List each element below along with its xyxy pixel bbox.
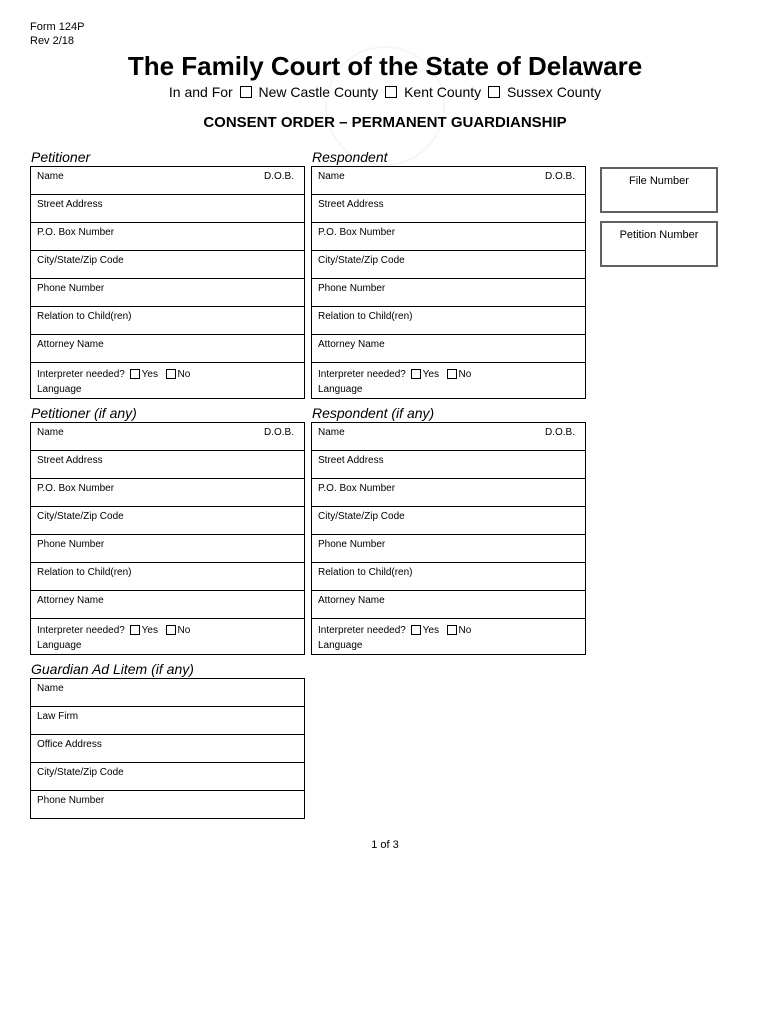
respondent2-name-cell[interactable]: Name D.O.B.: [312, 423, 585, 451]
guardian-label: Guardian Ad Litem (if any): [30, 661, 740, 677]
sussex-checkbox[interactable]: [488, 86, 500, 98]
respondent-relation-cell[interactable]: Relation to Child(ren): [312, 307, 585, 335]
respondent-box: Name D.O.B. Street Address P.O. Box Numb…: [311, 166, 586, 399]
petitioner2-interpreter-cell[interactable]: Interpreter needed? Yes No Language: [31, 619, 304, 654]
kent-checkbox[interactable]: [385, 86, 397, 98]
form-number: Form 124P: [30, 20, 740, 34]
respondent-column: Respondent Name D.O.B. Street Address P.…: [311, 149, 586, 399]
county-new-castle: New Castle County: [258, 84, 378, 100]
respondent-pobox-cell[interactable]: P.O. Box Number: [312, 223, 585, 251]
guardian-office-cell[interactable]: Office Address: [31, 735, 304, 763]
guardian-csz-cell[interactable]: City/State/Zip Code: [31, 763, 304, 791]
petitioner2-box: Name D.O.B. Street Address P.O. Box Numb…: [30, 422, 305, 655]
respondent-street-cell[interactable]: Street Address: [312, 195, 585, 223]
interpreter-no-checkbox[interactable]: [166, 625, 176, 635]
petitioner-street-cell[interactable]: Street Address: [31, 195, 304, 223]
respondent2-pobox-cell[interactable]: P.O. Box Number: [312, 479, 585, 507]
respondent-interpreter-cell[interactable]: Interpreter needed? Yes No Language: [312, 363, 585, 398]
petitioner-csz-cell[interactable]: City/State/Zip Code: [31, 251, 304, 279]
petitioner-box: Name D.O.B. Street Address P.O. Box Numb…: [30, 166, 305, 399]
file-number-label: File Number: [629, 175, 689, 187]
petitioner-pobox-cell[interactable]: P.O. Box Number: [31, 223, 304, 251]
respondent2-attorney-cell[interactable]: Attorney Name: [312, 591, 585, 619]
petitioner2-street-cell[interactable]: Street Address: [31, 451, 304, 479]
petitioner2-name-cell[interactable]: Name D.O.B.: [31, 423, 304, 451]
form-revision: Rev 2/18: [30, 34, 740, 48]
respondent2-interpreter-cell[interactable]: Interpreter needed? Yes No Language: [312, 619, 585, 654]
petitioner-name-cell[interactable]: Name D.O.B.: [31, 167, 304, 195]
guardian-box: Name Law Firm Office Address City/State/…: [30, 678, 305, 819]
respondent2-street-cell[interactable]: Street Address: [312, 451, 585, 479]
parties-row-1: Petitioner Name D.O.B. Street Address P.…: [30, 149, 740, 399]
order-title: CONSENT ORDER – PERMANENT GUARDIANSHIP: [30, 114, 740, 131]
petitioner-relation-cell[interactable]: Relation to Child(ren): [31, 307, 304, 335]
form-identifier: Form 124P Rev 2/18: [30, 20, 740, 49]
respondent-phone-cell[interactable]: Phone Number: [312, 279, 585, 307]
guardian-firm-cell[interactable]: Law Firm: [31, 707, 304, 735]
respondent2-csz-cell[interactable]: City/State/Zip Code: [312, 507, 585, 535]
county-sussex: Sussex County: [507, 84, 601, 100]
respondent2-column: Respondent (if any) Name D.O.B. Street A…: [311, 405, 586, 655]
new-castle-checkbox[interactable]: [240, 86, 252, 98]
interpreter-yes-checkbox[interactable]: [130, 369, 140, 379]
guardian-phone-cell[interactable]: Phone Number: [31, 791, 304, 818]
county-kent: Kent County: [404, 84, 481, 100]
petitioner2-phone-cell[interactable]: Phone Number: [31, 535, 304, 563]
petitioner2-column: Petitioner (if any) Name D.O.B. Street A…: [30, 405, 305, 655]
county-line: In and For New Castle County Kent County…: [30, 84, 740, 100]
respondent-name-cell[interactable]: Name D.O.B.: [312, 167, 585, 195]
petitioner-phone-cell[interactable]: Phone Number: [31, 279, 304, 307]
petitioner-attorney-cell[interactable]: Attorney Name: [31, 335, 304, 363]
interpreter-yes-checkbox[interactable]: [130, 625, 140, 635]
court-title: The Family Court of the State of Delawar…: [30, 51, 740, 82]
respondent2-relation-cell[interactable]: Relation to Child(ren): [312, 563, 585, 591]
interpreter-no-checkbox[interactable]: [166, 369, 176, 379]
interpreter-no-checkbox[interactable]: [447, 369, 457, 379]
petition-number-label: Petition Number: [620, 229, 699, 241]
petitioner-interpreter-cell[interactable]: Interpreter needed? Yes No Language: [31, 363, 304, 398]
in-and-for-label: In and For: [169, 84, 233, 100]
name-label: Name: [37, 171, 64, 182]
respondent2-label: Respondent (if any): [311, 405, 586, 421]
petitioner2-pobox-cell[interactable]: P.O. Box Number: [31, 479, 304, 507]
dob-label: D.O.B.: [264, 171, 294, 182]
interpreter-no-checkbox[interactable]: [447, 625, 457, 635]
page: Form 124P Rev 2/18 The Family Court of t…: [30, 20, 740, 851]
respondent2-phone-cell[interactable]: Phone Number: [312, 535, 585, 563]
file-number-box[interactable]: File Number: [600, 167, 718, 213]
respondent-label: Respondent: [311, 149, 586, 165]
petition-number-box[interactable]: Petition Number: [600, 221, 718, 267]
petitioner-label: Petitioner: [30, 149, 305, 165]
petitioner2-label: Petitioner (if any): [30, 405, 305, 421]
side-column: File Number Petition Number: [600, 149, 718, 275]
interpreter-yes-checkbox[interactable]: [411, 625, 421, 635]
petitioner2-csz-cell[interactable]: City/State/Zip Code: [31, 507, 304, 535]
parties-row-2: Petitioner (if any) Name D.O.B. Street A…: [30, 405, 740, 655]
respondent-attorney-cell[interactable]: Attorney Name: [312, 335, 585, 363]
respondent2-box: Name D.O.B. Street Address P.O. Box Numb…: [311, 422, 586, 655]
petitioner-column: Petitioner Name D.O.B. Street Address P.…: [30, 149, 305, 399]
page-number: 1 of 3: [30, 839, 740, 851]
petitioner2-relation-cell[interactable]: Relation to Child(ren): [31, 563, 304, 591]
interpreter-yes-checkbox[interactable]: [411, 369, 421, 379]
guardian-name-cell[interactable]: Name: [31, 679, 304, 707]
petitioner2-attorney-cell[interactable]: Attorney Name: [31, 591, 304, 619]
respondent-csz-cell[interactable]: City/State/Zip Code: [312, 251, 585, 279]
guardian-section: Guardian Ad Litem (if any) Name Law Firm…: [30, 661, 740, 819]
